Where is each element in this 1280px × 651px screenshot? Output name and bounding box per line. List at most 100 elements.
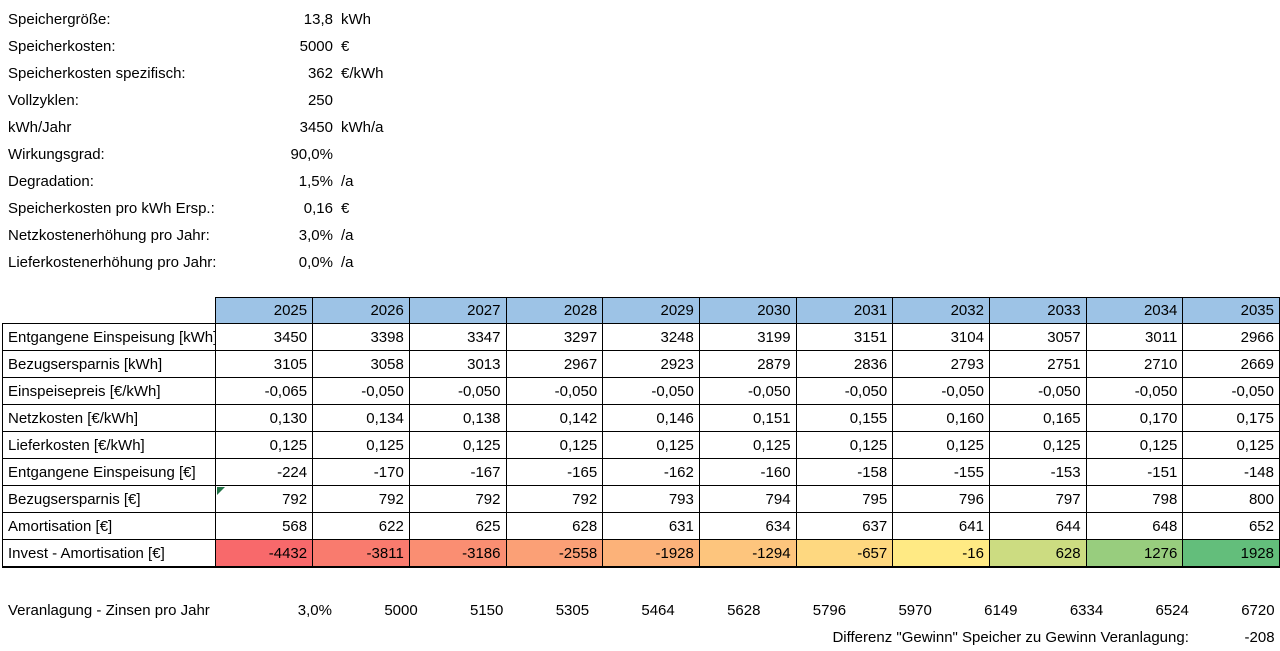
parameter-unit[interactable]: € [341,38,350,55]
row-label-cell[interactable]: Bezugsersparnis [kWh] [1,350,217,378]
value-cell[interactable]: 1928 [1182,539,1280,568]
value-cell[interactable]: -0,050 [312,377,410,405]
value-cell[interactable]: 641 [892,512,990,540]
value-cell[interactable]: -170 [312,458,410,486]
value-cell[interactable]: 0,165 [988,404,1087,432]
value-cell[interactable]: 2923 [602,350,700,378]
value-cell[interactable]: -3811 [312,539,410,568]
value-cell[interactable]: -657 [795,539,894,568]
value-cell[interactable]: 800 [1182,485,1280,513]
value-cell[interactable]: 0,134 [312,404,410,432]
value-cell[interactable]: 622 [312,512,410,540]
value-cell[interactable]: 3104 [892,323,990,351]
veranlagung-value-cell[interactable]: 5150 [470,602,504,619]
parameter-unit[interactable]: €/kWh [341,65,384,82]
parameter-value[interactable]: 5000 [299,38,333,55]
value-cell[interactable]: 2669 [1182,350,1280,378]
value-cell[interactable]: 2793 [892,350,990,378]
value-cell[interactable]: -151 [1085,458,1184,486]
parameter-value[interactable]: 250 [307,92,333,109]
value-cell[interactable]: 0,125 [795,431,894,459]
veranlagung-first-cell[interactable]: Veranlagung - Zinsen pro Jahr 3,0% [2,597,337,624]
year-header-cell[interactable]: 2033 [988,297,1087,324]
year-header-cell[interactable]: 2035 [1182,297,1280,324]
row-label-cell[interactable]: Bezugsersparnis [€] [1,485,217,513]
value-cell[interactable]: 0,155 [795,404,894,432]
veranlagung-value-cell[interactable]: 5796 [812,602,847,619]
value-cell[interactable]: 0,125 [698,431,797,459]
differenz-value-cell[interactable]: -208 [1244,629,1275,646]
value-cell[interactable]: 0,160 [892,404,990,432]
parameter-label[interactable]: Speicherkosten: [8,38,116,55]
value-cell[interactable]: 3347 [408,323,507,351]
value-cell[interactable]: 628 [505,512,604,540]
value-cell[interactable]: 0,125 [1182,431,1280,459]
value-cell[interactable]: 0,175 [1182,404,1280,432]
value-cell[interactable]: 796 [892,485,990,513]
parameter-unit[interactable]: € [341,200,350,217]
veranlagung-value-cell[interactable]: 5464 [641,602,675,619]
value-cell[interactable]: -1928 [602,539,700,568]
value-cell[interactable]: 795 [795,485,894,513]
value-cell[interactable]: 2879 [698,350,797,378]
value-cell[interactable]: 0,170 [1085,404,1184,432]
year-header-cell[interactable]: 2032 [892,297,990,324]
row-label-cell[interactable]: Invest - Amortisation [€] [1,539,217,568]
parameter-value[interactable]: 362 [307,65,333,82]
value-cell[interactable]: 3398 [312,323,410,351]
value-cell[interactable]: -2558 [505,539,604,568]
value-cell[interactable]: -1294 [698,539,797,568]
value-cell[interactable]: 0,125 [215,431,314,459]
value-cell[interactable]: 634 [698,512,797,540]
year-header-cell[interactable]: 2028 [505,297,604,324]
value-cell[interactable]: -0,050 [795,377,894,405]
value-cell[interactable]: 0,146 [602,404,700,432]
value-cell[interactable]: -158 [795,458,894,486]
value-cell[interactable]: 3297 [505,323,604,351]
value-cell[interactable]: 0,138 [408,404,507,432]
year-header-cell[interactable]: 2031 [795,297,894,324]
value-cell[interactable]: -160 [698,458,797,486]
parameter-label[interactable]: Wirkungsgrad: [8,146,105,163]
value-cell[interactable]: 0,142 [505,404,604,432]
parameter-value[interactable]: 1,5% [298,173,333,190]
value-cell[interactable]: 3058 [312,350,410,378]
parameter-label[interactable]: Speicherkosten spezifisch: [8,65,186,82]
value-cell[interactable]: 3151 [795,323,894,351]
veranlagung-value-cell[interactable]: 5970 [898,602,932,619]
value-cell[interactable]: 792 [312,485,410,513]
value-cell[interactable]: 625 [408,512,507,540]
veranlagung-value-cell[interactable]: 6149 [984,602,1018,619]
row-label-cell[interactable]: Entgangene Einspeisung [kWh] [1,323,217,351]
parameter-value[interactable]: 13,8 [303,11,333,28]
year-header-cell[interactable]: 2026 [312,297,410,324]
value-cell[interactable]: 3248 [602,323,700,351]
veranlagung-value-cell[interactable]: 6720 [1241,602,1275,619]
value-cell[interactable]: -16 [892,539,990,568]
row-label-cell[interactable]: Lieferkosten [€/kWh] [1,431,217,459]
value-cell[interactable]: 2836 [795,350,894,378]
row-label-cell[interactable]: Einspeisepreis [€/kWh] [1,377,217,405]
value-cell[interactable]: 3199 [698,323,797,351]
value-cell[interactable]: 792 [215,485,314,513]
value-cell[interactable]: -153 [988,458,1087,486]
parameter-unit[interactable]: kWh [341,11,371,28]
year-header-cell[interactable]: 2029 [602,297,700,324]
parameter-value[interactable]: 0,0% [298,254,333,271]
value-cell[interactable]: -4432 [215,539,314,568]
value-cell[interactable]: -148 [1182,458,1280,486]
veranlagung-value-cell[interactable]: 5628 [727,602,761,619]
value-cell[interactable]: 798 [1085,485,1184,513]
value-cell[interactable]: -0,050 [988,377,1087,405]
value-cell[interactable]: -0,050 [1182,377,1280,405]
value-cell[interactable]: 794 [698,485,797,513]
parameter-label[interactable]: kWh/Jahr [8,119,72,136]
value-cell[interactable]: 3011 [1085,323,1184,351]
value-cell[interactable]: 0,125 [505,431,604,459]
value-cell[interactable]: -0,050 [892,377,990,405]
parameter-unit[interactable]: /a [341,254,354,271]
value-cell[interactable]: -224 [215,458,314,486]
value-cell[interactable]: -165 [505,458,604,486]
value-cell[interactable]: 0,125 [988,431,1087,459]
value-cell[interactable]: 0,125 [1085,431,1184,459]
